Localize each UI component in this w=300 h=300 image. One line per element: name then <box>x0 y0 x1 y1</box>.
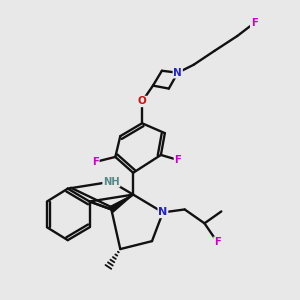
Text: F: F <box>214 237 221 247</box>
Text: NH: NH <box>103 177 120 187</box>
Text: N: N <box>158 207 167 218</box>
Text: F: F <box>174 155 181 165</box>
Polygon shape <box>110 195 133 212</box>
Text: F: F <box>251 18 257 28</box>
Text: N: N <box>173 68 182 78</box>
Text: O: O <box>138 97 146 106</box>
Text: F: F <box>92 157 99 167</box>
